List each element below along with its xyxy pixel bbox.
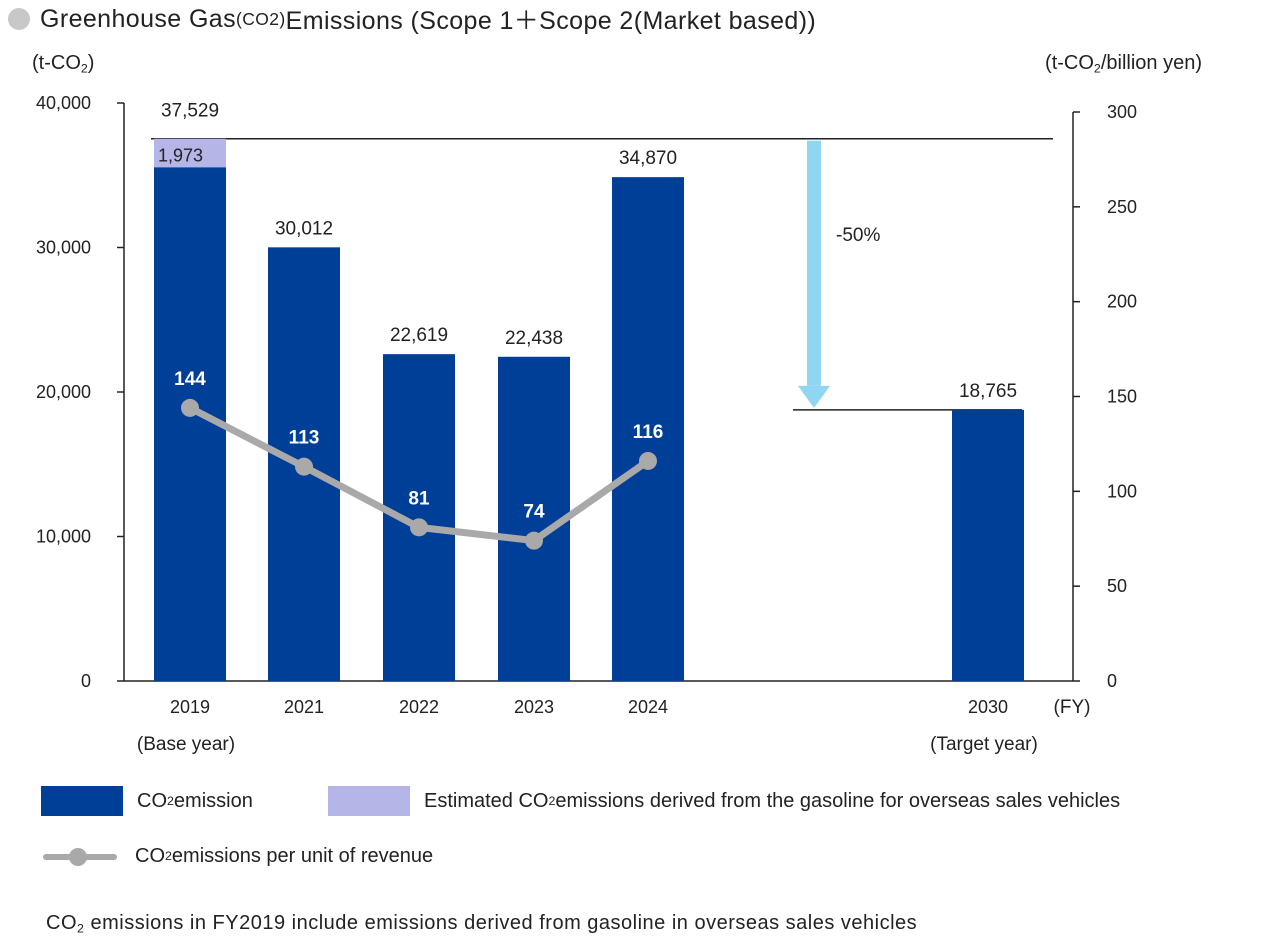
- x-tick-label: 2024: [628, 697, 668, 717]
- x-tick-label: 2021: [284, 697, 324, 717]
- bar-total-label: 30,012: [275, 218, 333, 239]
- right-unit-sub: 2: [1093, 61, 1101, 76]
- x-sublabel: (Target year): [930, 734, 1038, 755]
- legend-emission-main: CO: [137, 789, 167, 812]
- right-unit-end: /billion yen): [1100, 52, 1202, 74]
- left-axis-unit: (t-CO2): [32, 52, 94, 76]
- left-tick-label: 0: [81, 671, 91, 691]
- per-unit-value-label: 81: [408, 488, 430, 509]
- footnote-main: CO: [46, 912, 77, 934]
- legend-per-unit-sub: 2: [165, 849, 172, 863]
- reduction-label: -50%: [836, 225, 880, 246]
- left-unit-end: ): [87, 52, 95, 74]
- title-gas-sub: 2: [269, 8, 280, 29]
- title-suffix: Emissions (Scope 1＋Scope 2(Market based)…: [285, 7, 817, 35]
- stack-value-label: 1,973: [158, 146, 203, 166]
- legend-estimated: Estimated CO 2 emissions derived from the…: [328, 786, 1120, 816]
- x-tick-label: 2022: [399, 697, 439, 717]
- per-unit-point: [181, 398, 199, 417]
- legend-line-icon: [41, 841, 119, 871]
- bar-total-label: 34,870: [619, 148, 677, 169]
- bar-total-label: 22,438: [505, 328, 563, 349]
- legend-emission-swatch: [41, 786, 123, 816]
- per-unit-value-label: 144: [174, 369, 206, 390]
- bar-total-label: 18,765: [959, 381, 1017, 402]
- legend-estimated-main: Estimated CO: [424, 789, 549, 812]
- legend-per-unit-main: CO: [135, 844, 165, 867]
- left-tick-label: 40,000: [36, 93, 91, 113]
- right-tick-label: 50: [1107, 576, 1127, 596]
- bar-co2-emission: [952, 409, 1024, 681]
- right-tick-label: 100: [1107, 481, 1137, 501]
- chart-title: Greenhouse Gas (CO 2) Emissions (Scope 1＋…: [8, 2, 816, 36]
- bar-co2-emission: [498, 356, 570, 681]
- legend-emission-sub: 2: [167, 794, 174, 808]
- left-tick-label: 30,000: [36, 238, 91, 258]
- left-unit-sub: 2: [80, 61, 88, 76]
- right-unit-main: (t-CO: [1045, 52, 1094, 74]
- right-tick-label: 0: [1107, 671, 1117, 691]
- right-tick-label: 200: [1107, 292, 1137, 312]
- footnote-sub: 2: [77, 921, 85, 936]
- per-unit-value-label: 74: [523, 502, 545, 523]
- right-axis-unit: (t-CO2/billion yen): [1045, 52, 1202, 76]
- right-tick-label: 150: [1107, 387, 1137, 407]
- bar-total-label: 22,619: [390, 325, 448, 346]
- legend-emission-rest: emission: [173, 789, 253, 812]
- reduction-arrow-head-icon: [798, 385, 830, 408]
- title-prefix: Greenhouse Gas: [40, 4, 236, 33]
- legend-per-unit: CO 2 emissions per unit of revenue: [41, 841, 433, 871]
- title-gas-close: ): [279, 8, 286, 29]
- left-tick-label: 20,000: [36, 382, 91, 402]
- per-unit-point: [525, 531, 543, 550]
- chart-canvas: 0 10,000 20,000 30,000 40,000 0 50 100 150 200 250…: [36, 93, 1137, 755]
- x-tick-label: 2019: [170, 697, 210, 717]
- footnote-rest: emissions in FY2019 include emissions de…: [84, 912, 918, 934]
- title-bullet-icon: [8, 8, 30, 30]
- per-unit-value-label: 113: [289, 428, 320, 449]
- per-unit-point: [410, 518, 428, 537]
- legend-estimated-rest: emissions derived from the gasoline for …: [555, 789, 1121, 812]
- legend-estimated-sub: 2: [548, 794, 556, 808]
- bar-total-label: 37,529: [161, 101, 219, 122]
- legend-estimated-swatch: [328, 786, 410, 816]
- legend-per-unit-rest: emissions per unit of revenue: [171, 844, 434, 867]
- bar-estimated-gasoline: [154, 138, 226, 168]
- left-unit-main: (t-CO: [32, 52, 81, 74]
- left-tick-label: 10,000: [36, 527, 91, 547]
- legend-emission: CO 2 emission: [41, 786, 253, 816]
- per-unit-point: [295, 457, 313, 476]
- reduction-arrow-shaft: [807, 140, 821, 386]
- x-sublabel: (Base year): [137, 734, 235, 755]
- bar-co2-emission: [612, 177, 684, 682]
- per-unit-point: [639, 451, 657, 470]
- title-gas-open: (CO: [236, 8, 270, 29]
- x-unit-label: (FY): [1054, 697, 1091, 718]
- footnote: CO2 emissions in FY2019 include emission…: [46, 912, 917, 936]
- right-tick-label: 250: [1107, 197, 1137, 217]
- right-tick-label: 300: [1107, 102, 1137, 122]
- x-tick-label: 2030: [968, 697, 1008, 717]
- x-tick-label: 2023: [514, 697, 554, 717]
- per-unit-value-label: 116: [633, 422, 664, 443]
